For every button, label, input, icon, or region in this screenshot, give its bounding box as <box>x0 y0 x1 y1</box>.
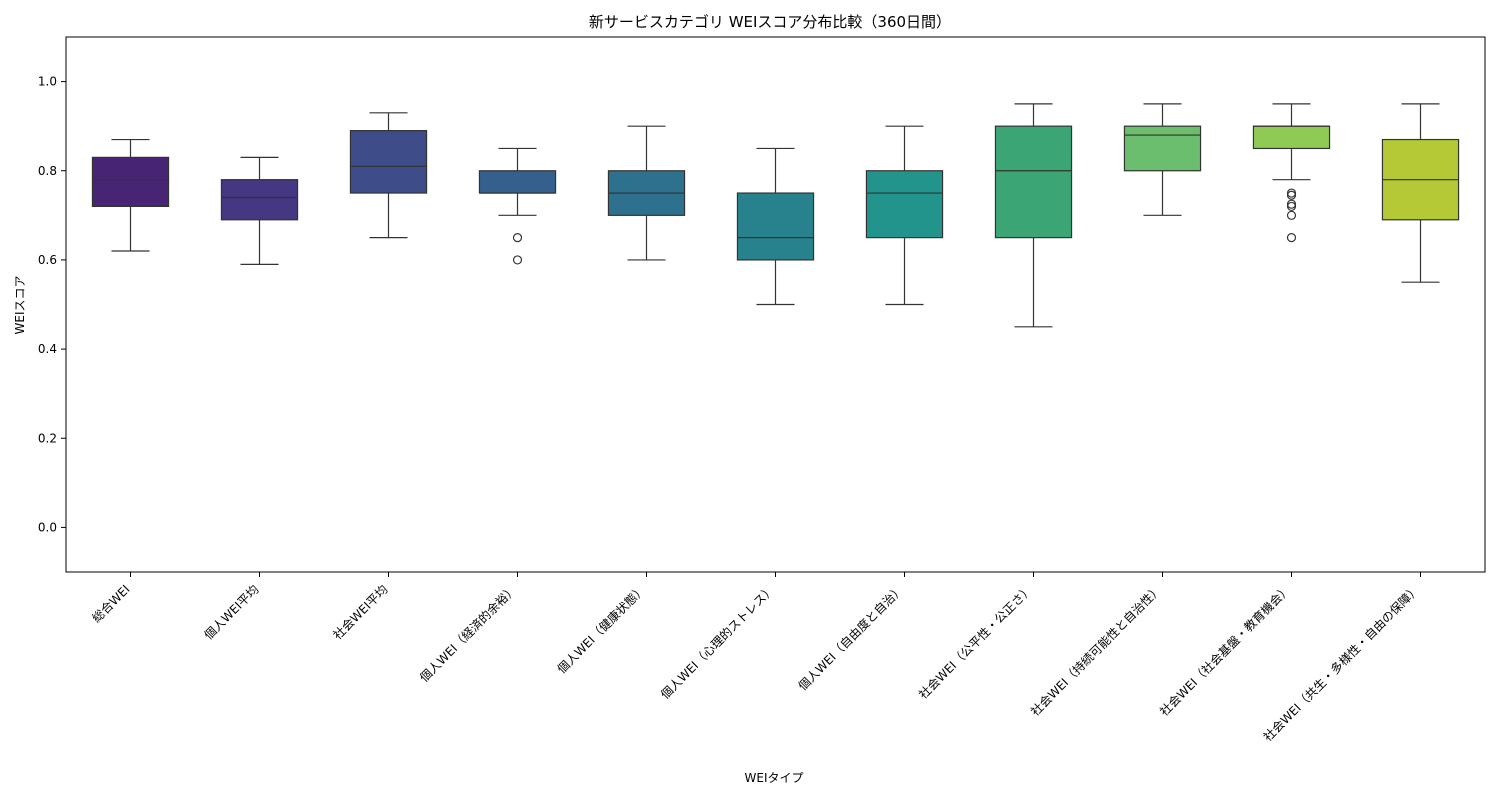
x-tick-label: 社会WEI（持続可能性と自治性） <box>1027 582 1164 719</box>
x-tick-label: 個人WEI平均 <box>202 582 262 642</box>
y-axis: 0.0 0.2 0.4 0.6 0.8 1.0 <box>38 75 66 534</box>
x-tick-label: 個人WEI（自由度と自治） <box>795 582 907 694</box>
box-iqr <box>1123 125 1202 172</box>
y-axis-label: WEIスコア <box>13 276 27 335</box>
box-outlier-point <box>1286 201 1297 212</box>
box-iqr <box>91 156 170 208</box>
box-outlier-point <box>512 255 523 265</box>
box-iqr <box>220 179 299 221</box>
x-tick-label: 総合WEI <box>89 582 133 626</box>
box-outlier-point <box>1286 210 1297 220</box>
y-tick-label: 0.8 <box>38 164 57 178</box>
x-tick-label: 個人WEI（健康状態） <box>554 582 649 677</box>
y-tick-label: 0.0 <box>38 520 57 534</box>
box-outlier-point <box>512 233 523 243</box>
x-axis-label: WEIタイプ <box>745 771 804 785</box>
x-tick-label: 社会WEI（社会基盤・教育機会） <box>1156 582 1293 719</box>
y-tick-label: 1.0 <box>38 75 57 89</box>
x-tick-label: 個人WEI（心理的ストレス） <box>657 582 777 702</box>
y-tick-label: 0.2 <box>38 431 57 445</box>
x-tick-label: 社会WEI（公平性・公正さ） <box>915 582 1035 702</box>
box-iqr <box>736 192 815 261</box>
x-tick-label: 社会WEI（共生・多様性・自由の保障） <box>1260 582 1423 745</box>
box-iqr <box>478 170 557 194</box>
x-axis: 総合WEI 個人WEI平均 社会WEI平均 個人WEI（経済的余裕） 個人WEI（健康状… <box>89 572 1423 744</box>
box-iqr <box>865 170 944 239</box>
box-series <box>91 103 1460 328</box>
y-tick-label: 0.6 <box>38 253 57 267</box>
box-iqr <box>349 130 428 194</box>
box-outlier-point <box>1286 190 1297 200</box>
box-iqr <box>1252 125 1331 150</box>
x-tick-label: 社会WEI平均 <box>330 582 391 643</box>
box-outlier-point <box>1286 233 1297 243</box>
y-tick-label: 0.4 <box>38 342 57 356</box>
chart-title: 新サービスカテゴリ WEIスコア分布比較（360日間） <box>589 13 951 31</box>
box-iqr <box>994 125 1073 239</box>
x-tick-label: 個人WEI（経済的余裕） <box>416 582 519 685</box>
